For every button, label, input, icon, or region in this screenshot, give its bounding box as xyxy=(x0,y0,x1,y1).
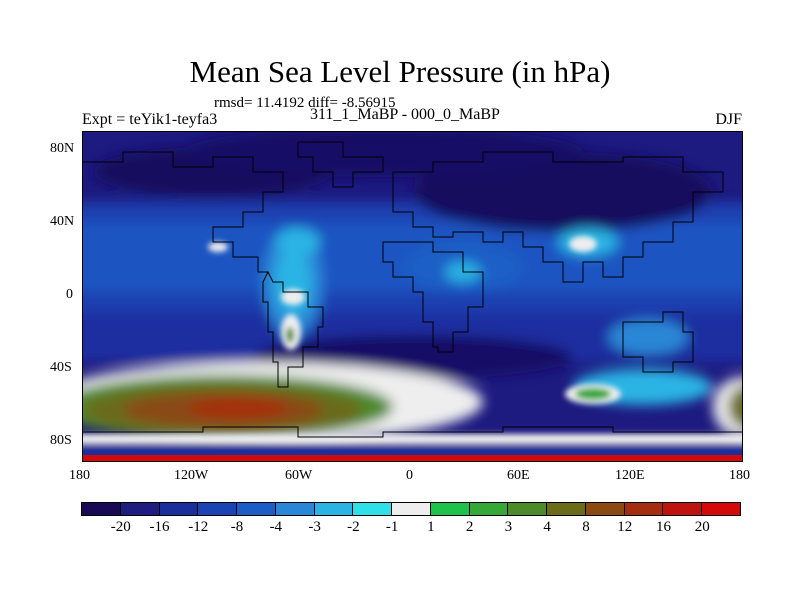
lat-tick-label: 40N xyxy=(50,214,75,229)
map-canvas xyxy=(83,132,742,461)
map-title: Mean Sea Level Pressure (in hPa) xyxy=(189,54,611,89)
colorbar-box xyxy=(313,502,354,516)
rmsd-diff-stats: rmsd= 11.4192 diff= -8.56915 xyxy=(214,95,396,111)
colorbar-box xyxy=(662,502,703,516)
season-label: DJF xyxy=(715,111,742,128)
colorbar-box xyxy=(158,502,199,516)
colorbar-box xyxy=(274,502,315,516)
colorbar-box xyxy=(391,502,431,516)
lon-tick-label: 0 xyxy=(406,468,413,483)
colorbar-box xyxy=(584,502,625,516)
colorbar-label: -8 xyxy=(230,519,244,535)
colorbar-box xyxy=(623,502,664,516)
colorbar-label: -16 xyxy=(149,519,170,535)
colorbar-box xyxy=(119,502,160,516)
lat-tick-label: 80N xyxy=(50,141,75,156)
pressure-anomaly-map xyxy=(82,131,743,462)
colorbar-label: 2 xyxy=(465,519,474,535)
colorbar-box xyxy=(546,502,586,516)
colorbar-label: -20 xyxy=(110,519,131,535)
colorbar xyxy=(81,502,742,516)
lon-tick-label: 60W xyxy=(285,468,313,483)
colorbar-label: -2 xyxy=(347,519,360,535)
lon-tick-label: 180 xyxy=(69,468,90,483)
colorbar-box xyxy=(352,502,393,516)
colorbar-label: -12 xyxy=(188,519,209,535)
colorbar-box xyxy=(197,502,238,516)
lat-tick-label: 40S xyxy=(50,360,72,375)
colorbar-label: -4 xyxy=(269,519,283,535)
colorbar-label: 3 xyxy=(504,519,513,535)
colorbar-box xyxy=(701,502,742,516)
colorbar-box xyxy=(468,502,509,516)
colorbar-label: 1 xyxy=(427,519,435,535)
lat-tick-label: 0 xyxy=(66,287,73,302)
colorbar-label: 12 xyxy=(617,519,633,535)
colorbar-label: -3 xyxy=(308,519,321,535)
colorbar-label: 16 xyxy=(655,519,671,535)
lat-tick-label: 80S xyxy=(50,433,72,448)
lon-tick-label: 120W xyxy=(174,468,209,483)
lon-tick-label: 60E xyxy=(507,468,530,483)
colorbar-box xyxy=(429,502,470,516)
lon-tick-label: 120E xyxy=(615,468,645,483)
lon-tick-label: 180 xyxy=(729,468,750,483)
pressure-fields xyxy=(83,132,742,442)
colorbar-box xyxy=(507,502,548,516)
colorbar-box xyxy=(81,502,121,516)
colorbar-label: 8 xyxy=(582,519,590,535)
colorbar-label: 20 xyxy=(694,519,710,535)
comparison-label: 311_1_MaBP - 000_0_MaBP xyxy=(310,106,500,123)
colorbar-box xyxy=(236,502,276,516)
colorbar-label: -1 xyxy=(385,519,399,535)
coastlines xyxy=(83,141,742,438)
experiment-label: Expt = teYik1-teyfa3 xyxy=(82,111,218,128)
colorbar-label: 4 xyxy=(543,519,551,535)
